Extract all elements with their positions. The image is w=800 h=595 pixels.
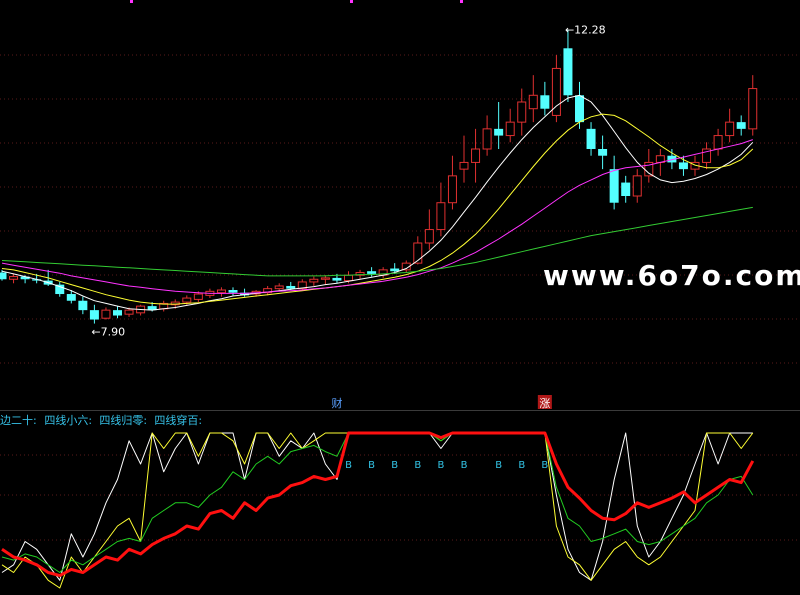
moving-average-line-3: [1, 139, 753, 294]
buy-signal: B: [368, 460, 375, 471]
candle-body-up: [471, 148, 481, 163]
price-annotations: ←12.28 ←7.90: [91, 23, 605, 338]
candle-body-up: [124, 309, 134, 315]
candle-body-down: [540, 95, 550, 109]
event-marker: 财: [331, 396, 342, 410]
moving-average-lines: [1, 94, 754, 311]
top-tick-mark: [350, 0, 353, 3]
buy-signal: B: [541, 460, 548, 471]
candle-body-up: [482, 128, 492, 150]
candle-body-down: [286, 285, 296, 289]
price-grid: [0, 0, 800, 364]
moving-average-line-2: [1, 113, 754, 305]
candle-body-down: [598, 149, 608, 156]
low-price-label: ←7.90: [91, 326, 125, 339]
moving-average-line-4: [1, 206, 753, 277]
oscillator-line-4: [1, 431, 755, 578]
candle-body-up: [447, 175, 457, 204]
candle-body-up: [182, 297, 192, 303]
buy-signal: B: [437, 460, 444, 471]
candle-body-down: [113, 310, 122, 316]
candle-body-up: [436, 202, 446, 231]
candle-body-down: [586, 128, 596, 149]
candle-body-up: [309, 278, 319, 283]
candle-body-down: [332, 277, 342, 281]
candle-body-down: [89, 310, 99, 320]
candle-body-down: [390, 268, 400, 272]
candle-body-down: [736, 122, 746, 129]
candle-body-up: [551, 67, 561, 116]
watermark: www.6o7o.com: [543, 259, 800, 292]
buy-signal: B: [518, 460, 525, 471]
candle-body-up: [505, 121, 515, 137]
candle-body-up: [748, 88, 758, 130]
candle-body-down: [20, 276, 30, 280]
candle-body-down: [147, 306, 157, 311]
moving-average-line-1: [1, 94, 754, 311]
candle-body-up: [424, 229, 434, 244]
buy-signal: B: [391, 460, 398, 471]
candle-body-down: [32, 279, 42, 281]
candle-body-up: [355, 272, 365, 276]
candle-body-up: [632, 175, 642, 197]
candle-body-up: [459, 161, 469, 170]
buy-signal: B: [414, 460, 421, 471]
legend-item-2: 四线小六:: [44, 413, 92, 427]
candle-body-down: [228, 290, 238, 293]
candle-body-up: [528, 94, 538, 110]
event-markers: 财涨: [331, 395, 552, 410]
candle-body-up: [517, 101, 527, 123]
buy-signal: B: [461, 460, 468, 471]
top-tick-mark: [460, 0, 463, 3]
legend-item-4: 四线穿百:: [154, 413, 202, 427]
candle-body-down: [240, 292, 250, 296]
candle-body-down: [78, 300, 88, 311]
candle-body-up: [297, 281, 307, 290]
candle-body-up: [702, 148, 712, 163]
candle-body-down: [66, 294, 76, 301]
event-marker-bg: [537, 395, 552, 409]
high-price-label: ←12.28: [565, 23, 606, 36]
oscillator-line-2: [1, 432, 754, 589]
candle-body-down: [367, 271, 377, 274]
candle-body-up: [9, 276, 19, 280]
candle-body-down: [667, 155, 677, 163]
candle-body-up: [101, 309, 111, 319]
buy-signal: B: [495, 460, 502, 471]
candlestick-series: [0, 29, 758, 324]
candle-body-down: [575, 95, 584, 123]
candle-body-up: [344, 274, 353, 282]
legend-item-3: 四线归零:: [99, 413, 147, 427]
candle-body-up: [263, 288, 273, 294]
event-marker: 涨: [539, 397, 550, 410]
candle-body-down: [678, 162, 688, 170]
candle-body-down: [494, 128, 504, 136]
candle-body-up: [216, 289, 226, 294]
candle-body-up: [413, 242, 423, 264]
candle-body-up: [713, 135, 723, 150]
candle-body-down: [0, 272, 7, 280]
candle-body-down: [55, 284, 65, 295]
candle-body-up: [401, 262, 411, 271]
oscillator-legend: 边二十: 四线小六: 四线归零: 四线穿百:: [0, 413, 202, 427]
legend-item-1: 边二十:: [0, 413, 37, 427]
oscillator-lines: [1, 431, 755, 589]
oscillator-grid: [0, 454, 800, 541]
candle-body-up: [725, 121, 735, 137]
candle-body-up: [320, 277, 330, 280]
candle-body-up: [193, 293, 203, 300]
candle-body-down: [621, 182, 631, 196]
top-tick-mark: [130, 0, 133, 3]
candle-body-down: [563, 48, 573, 96]
candle-body-up: [274, 285, 284, 290]
candle-body-down: [609, 169, 619, 203]
buy-signal: B: [345, 460, 352, 471]
